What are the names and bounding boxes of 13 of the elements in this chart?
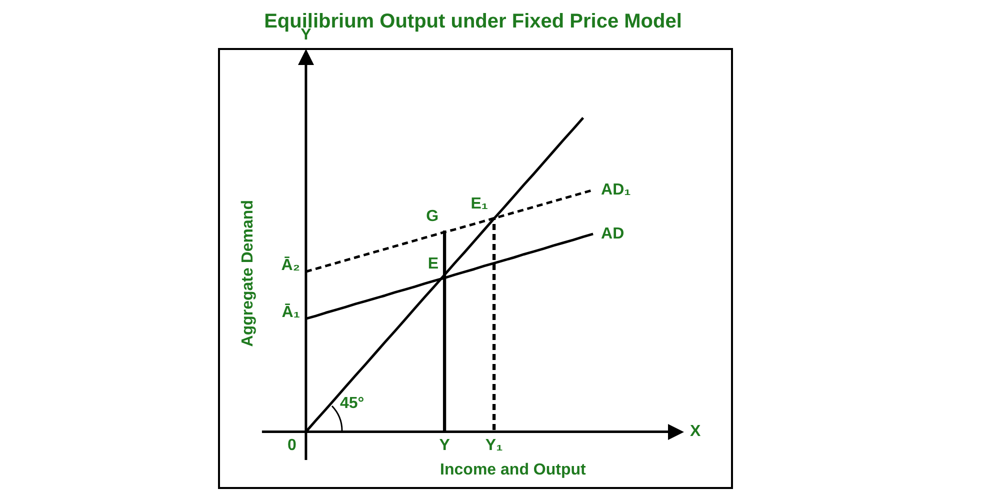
text: Ā₁ bbox=[282, 303, 300, 322]
annotation: 45° bbox=[340, 395, 364, 412]
x-tick-label: Y₁ bbox=[485, 437, 504, 454]
x-axis-title: Income and Output bbox=[440, 461, 587, 478]
y-axis-title: Aggregate Demand bbox=[239, 200, 256, 347]
text: Ā₂ bbox=[281, 256, 300, 274]
text: 0 bbox=[287, 437, 296, 454]
annotation: E bbox=[428, 255, 439, 272]
annotation: G bbox=[426, 208, 439, 226]
series-label: AD bbox=[601, 225, 624, 242]
annotation: E₁ bbox=[470, 196, 488, 213]
series-label: AD₁ bbox=[601, 181, 632, 198]
text: X bbox=[690, 423, 701, 440]
